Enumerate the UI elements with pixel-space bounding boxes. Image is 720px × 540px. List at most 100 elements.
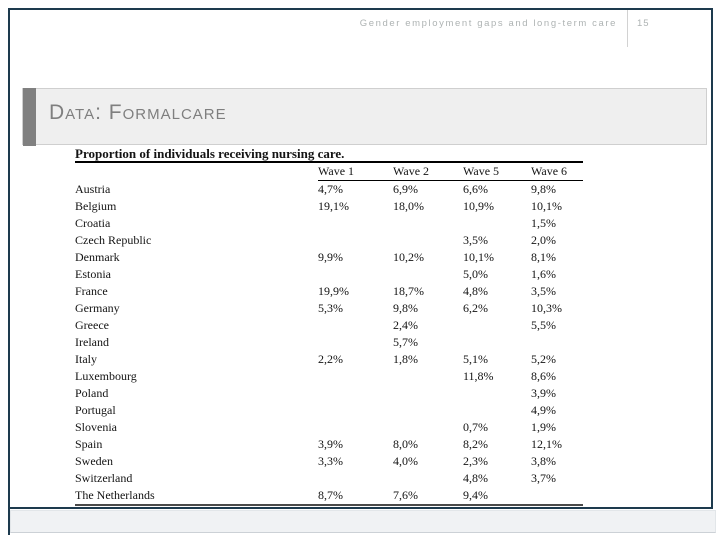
value-cell: 10,1% — [463, 250, 494, 264]
value-cell: 10,1% — [531, 199, 562, 213]
value-cell: 9,9% — [318, 250, 343, 264]
value-cell: 19,9% — [318, 284, 349, 298]
nursing-care-table: Proportion of individuals receiving nurs… — [75, 146, 583, 506]
value-cell: 5,5% — [531, 318, 556, 332]
value-cell — [393, 470, 463, 487]
table-header-row: Wave 1 Wave 2 Wave 5 Wave 6 — [75, 163, 583, 181]
value-cell: 3,5% — [531, 284, 556, 298]
value-cell — [393, 232, 463, 249]
value-cell — [531, 334, 583, 351]
value-cell — [463, 334, 531, 351]
table-row: Luxembourg 11,8% 8,6% — [75, 368, 583, 385]
table-body: Austria 4,7% 6,9% 6,6% 9,8% Belgium 19,1% 18,0%… — [75, 181, 583, 506]
value-cell — [318, 419, 393, 436]
title-box: Data: Formalcare — [22, 88, 707, 146]
value-cell — [463, 385, 531, 402]
value-cell — [393, 215, 463, 232]
value-cell — [318, 266, 393, 283]
value-cell — [393, 402, 463, 419]
slide-border-frame — [8, 8, 713, 509]
footer-band — [10, 510, 716, 533]
value-cell: 4,8% — [463, 471, 488, 485]
value-cell: 8,2% — [463, 437, 488, 451]
table-row: Switzerland 4,8% 3,7% — [75, 470, 583, 487]
value-cell — [318, 215, 393, 232]
country-cell: Ireland — [75, 335, 109, 349]
value-cell: 7,6% — [393, 488, 418, 502]
country-cell: Belgium — [75, 199, 117, 213]
value-cell: 3,9% — [318, 437, 343, 451]
country-cell: Italy — [75, 352, 97, 366]
table-row: Sweden 3,3% 4,0% 2,3% 3,8% — [75, 453, 583, 470]
page-number: 15 — [637, 18, 650, 29]
table-row: Czech Republic 3,5% 2,0% — [75, 232, 583, 249]
value-cell: 3,5% — [463, 233, 488, 247]
value-cell — [318, 317, 393, 334]
value-cell: 3,8% — [531, 454, 556, 468]
table-header-wave-5: Wave 5 — [463, 163, 531, 181]
country-cell: Germany — [75, 301, 120, 315]
table-row: Denmark 9,9% 10,2% 10,1% 8,1% — [75, 249, 583, 266]
slide-header: Gender employment gaps and long-term car… — [20, 10, 708, 48]
value-cell — [393, 385, 463, 402]
value-cell: 1,8% — [393, 352, 418, 366]
value-cell — [463, 317, 531, 334]
country-cell: Austria — [75, 182, 111, 196]
value-cell — [393, 266, 463, 283]
value-cell: 5,2% — [531, 352, 556, 366]
country-cell: France — [75, 284, 108, 298]
value-cell: 8,1% — [531, 250, 556, 264]
value-cell: 3,3% — [318, 454, 343, 468]
table-row: Croatia 1,5% — [75, 215, 583, 232]
value-cell: 1,9% — [531, 420, 556, 434]
value-cell: 11,8% — [463, 369, 494, 383]
value-cell — [318, 470, 393, 487]
value-cell: 6,6% — [463, 182, 488, 196]
value-cell: 3,9% — [531, 386, 556, 400]
value-cell: 10,9% — [463, 199, 494, 213]
value-cell: 10,2% — [393, 250, 424, 264]
table-row: Ireland 5,7% — [75, 334, 583, 351]
country-cell: Estonia — [75, 267, 111, 281]
value-cell: 6,9% — [393, 182, 418, 196]
value-cell — [463, 402, 531, 419]
country-cell: Switzerland — [75, 471, 133, 485]
value-cell — [393, 419, 463, 436]
value-cell — [318, 368, 393, 385]
value-cell: 3,7% — [531, 471, 556, 485]
table-header-wave-6: Wave 6 — [531, 163, 583, 181]
table-row: Spain 3,9% 8,0% 8,2% 12,1% — [75, 436, 583, 453]
value-cell: 5,1% — [463, 352, 488, 366]
country-cell: Luxembourg — [75, 369, 137, 383]
table-row: The Netherlands 8,7% 7,6% 9,4% — [75, 487, 583, 504]
value-cell — [318, 334, 393, 351]
running-title: Gender employment gaps and long-term car… — [359, 18, 617, 29]
table-row: France 19,9% 18,7% 4,8% 3,5% — [75, 283, 583, 300]
value-cell: 4,9% — [531, 403, 556, 417]
value-cell: 5,0% — [463, 267, 488, 281]
value-cell: 9,8% — [393, 301, 418, 315]
value-cell — [463, 215, 531, 232]
value-cell: 4,0% — [393, 454, 418, 468]
country-cell: Portugal — [75, 403, 116, 417]
value-cell: 2,2% — [318, 352, 343, 366]
value-cell: 6,2% — [463, 301, 488, 315]
value-cell: 2,0% — [531, 233, 556, 247]
header-divider — [627, 10, 628, 47]
country-cell: Spain — [75, 437, 103, 451]
value-cell: 4,8% — [463, 284, 488, 298]
table-row: Portugal 4,9% — [75, 402, 583, 419]
value-cell: 1,5% — [531, 216, 556, 230]
value-cell: 5,7% — [393, 335, 418, 349]
value-cell: 2,4% — [393, 318, 418, 332]
value-cell: 9,4% — [463, 488, 488, 502]
table-header-country — [75, 163, 318, 181]
country-cell: Sweden — [75, 454, 113, 468]
table-row: Estonia 5,0% 1,6% — [75, 266, 583, 283]
country-cell: Slovenia — [75, 420, 117, 434]
value-cell: 4,7% — [318, 182, 343, 196]
value-cell: 2,3% — [463, 454, 488, 468]
country-cell: The Netherlands — [75, 488, 155, 502]
value-cell: 10,3% — [531, 301, 562, 315]
